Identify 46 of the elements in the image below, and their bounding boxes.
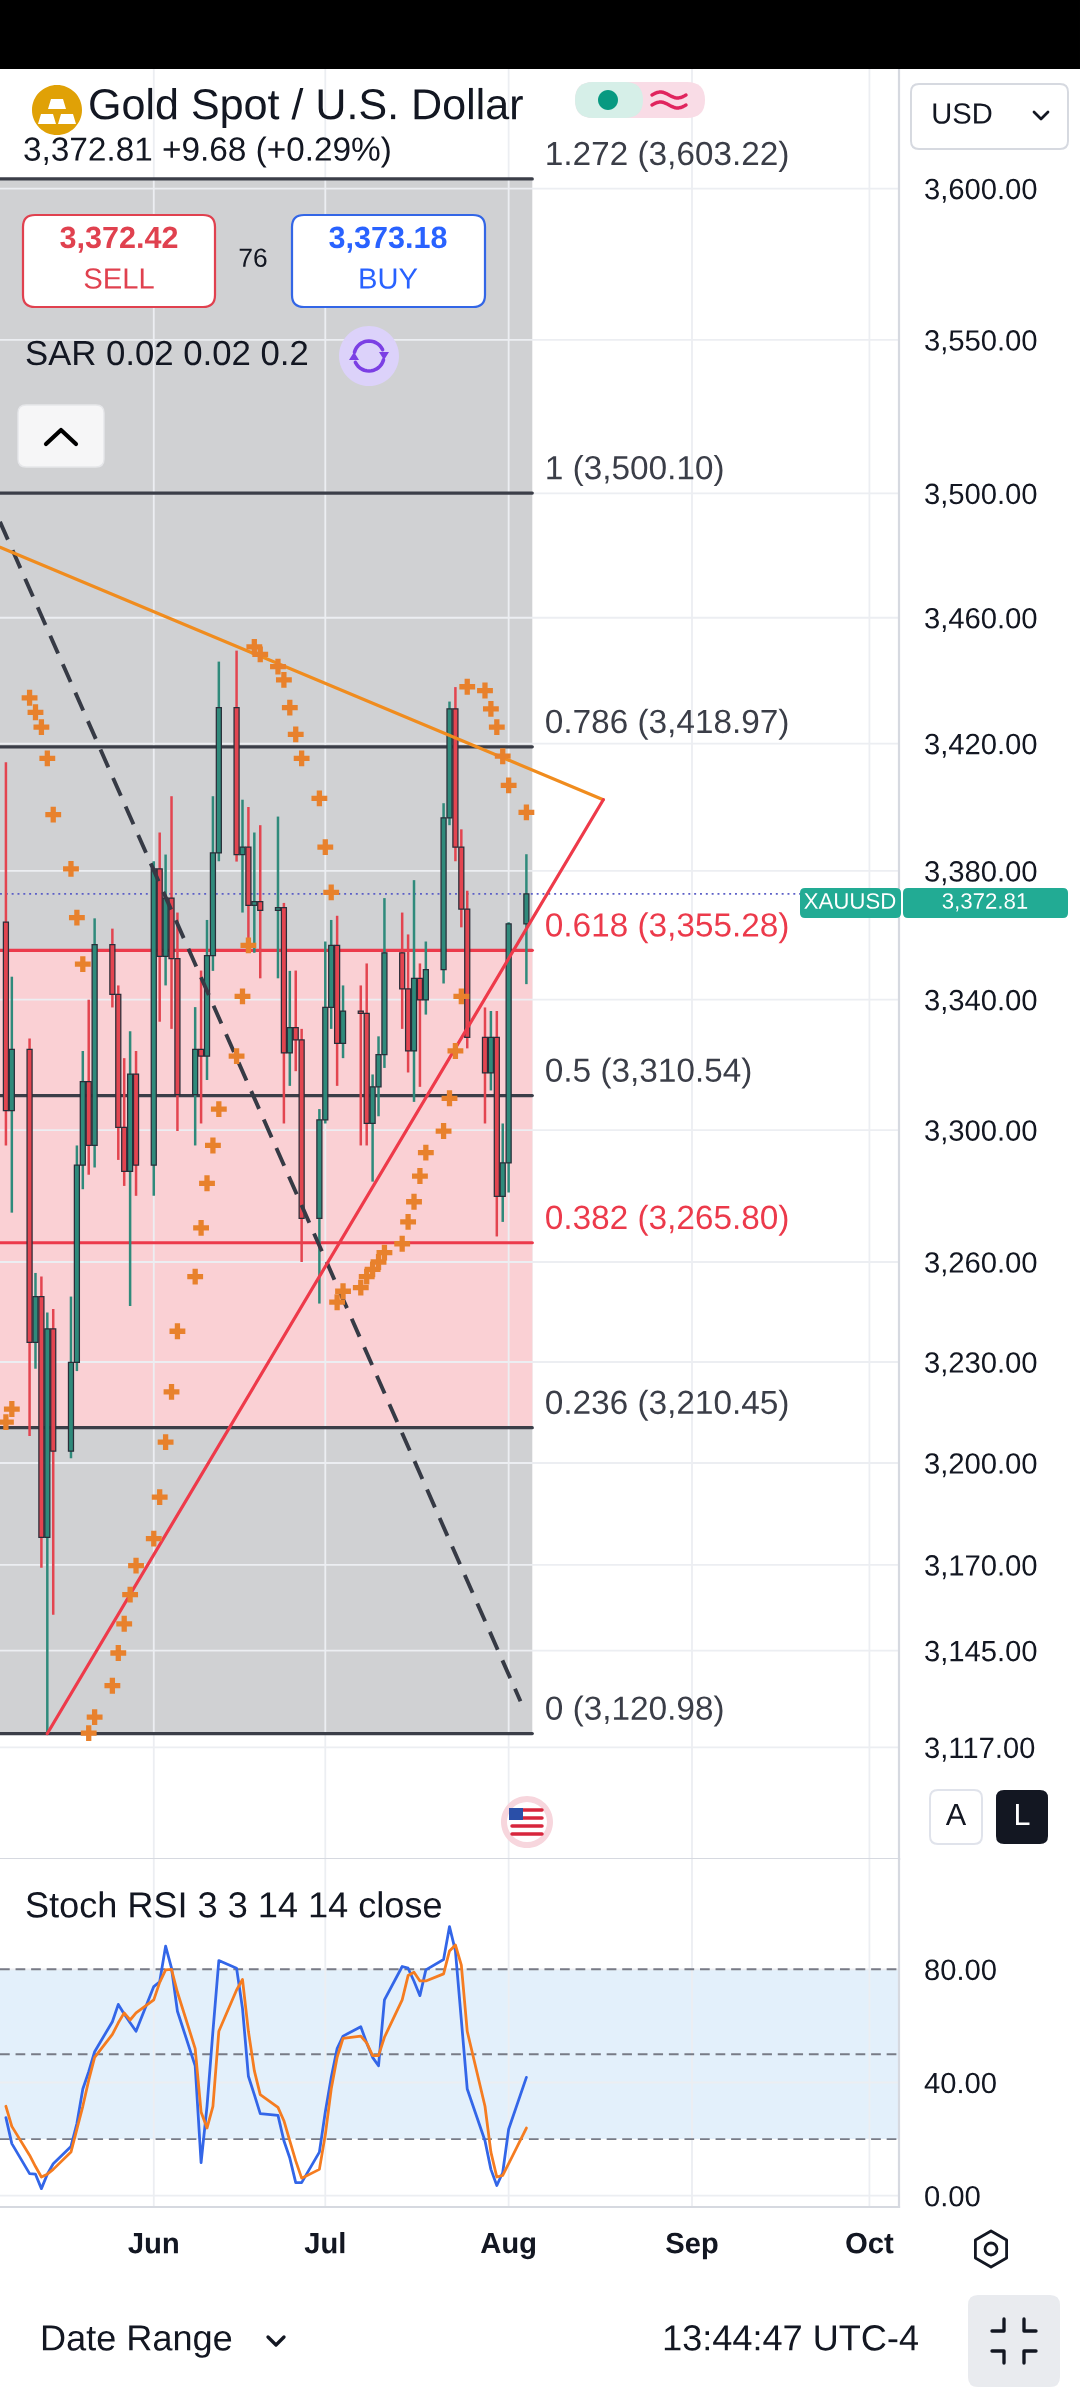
y-tick-label: 3,500.00 [925,483,1037,508]
series-label: 1 (3,500.10) [547,455,723,487]
series-label: 0.236 (3,210.45) [546,1389,788,1421]
text: 3,372.81 [942,893,1028,912]
text: USD [933,103,992,124]
series-label: 0 (3,120.98) [546,1695,723,1727]
y-tick-label: 3,200.00 [925,1453,1037,1478]
y-tick-label: 3,420.00 [925,733,1037,758]
y-tick-label: 3,145.00 [925,1640,1037,1665]
text: 13:44:47 UTC-4 [664,2325,918,2351]
text: Stoch RSI 3 3 14 14 close [26,1891,441,1918]
y-tick-label: 3,260.00 [925,1252,1037,1277]
annotation: 3,373.18 [329,226,447,253]
x-tick-label: Sep [666,2232,718,2260]
y-tick-label: 3,600.00 [925,178,1037,203]
x-tick-label: Jul [304,2232,345,2254]
y-tick-label: 3,550.00 [925,330,1037,355]
text: L [1016,1803,1030,1825]
chart-title: Gold Spot / U.S. Dollar [90,87,523,129]
series-label: 0.618 (3,355.28) [546,912,788,944]
text: Date Range [42,2325,232,2358]
y-tick-label: 3,460.00 [925,607,1037,633]
series-label: 0.382 (3,265.80) [546,1204,788,1236]
x-tick-label: Oct [846,2232,894,2254]
series-label: 1.272 (3,603.22) [547,140,788,172]
annotation: 3,372.42 [60,226,178,253]
y-tick-label: 40.00 [924,2072,996,2094]
text: 3,372.81 +9.68 (+0.29%) [24,136,390,168]
y-tick-label: 0.00 [925,2185,980,2207]
y-tick-label: 3,380.00 [925,861,1037,886]
text: A [945,1803,967,1825]
series-label: 0.5 (3,310.54) [546,1057,751,1089]
y-tick-label: 3,300.00 [925,1120,1037,1145]
ref-line-label: XAUUSD [804,893,896,909]
annotation: BUY [360,268,418,289]
y-tick-label: 3,117.00 [925,1737,1035,1762]
series-label: 0.786 (3,418.97) [546,708,788,740]
annotation: 76 [239,248,267,268]
y-tick-label: 3,230.00 [925,1352,1037,1377]
y-tick-label: 3,170.00 [925,1555,1037,1580]
x-tick-label: Aug [481,2232,536,2260]
y-tick-label: 3,340.00 [925,989,1037,1014]
annotation: SAR 0.02 0.02 0.2 [26,340,308,366]
y-tick-label: 80.00 [925,1959,996,1981]
annotation: SELL [84,268,154,289]
x-tick-label: Jun [128,2233,178,2254]
